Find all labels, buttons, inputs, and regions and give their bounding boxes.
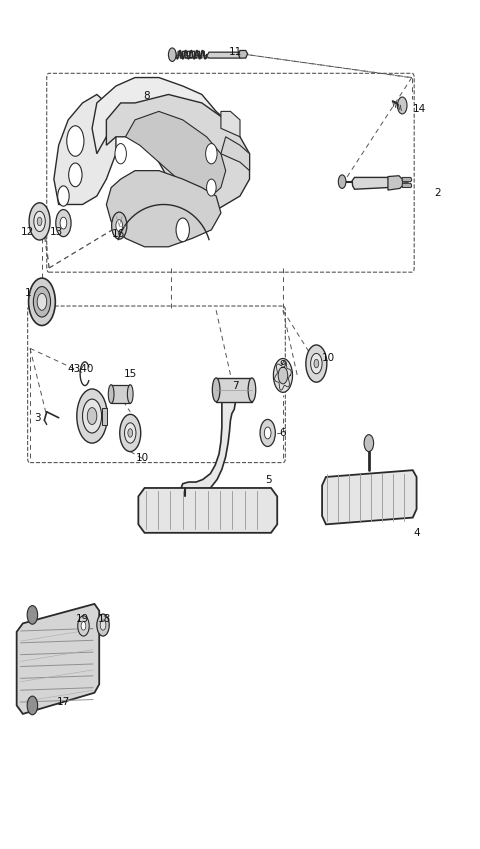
Circle shape [29,203,50,240]
Circle shape [397,97,407,114]
Text: 9: 9 [280,360,286,370]
Polygon shape [107,171,221,247]
Circle shape [60,217,67,229]
Polygon shape [216,378,252,402]
Circle shape [264,427,271,439]
Circle shape [27,605,37,624]
Text: 11: 11 [228,48,242,57]
Circle shape [116,220,122,232]
Text: 13: 13 [49,227,63,237]
Circle shape [87,408,97,424]
Text: 16: 16 [112,229,125,239]
Polygon shape [17,604,99,714]
Circle shape [34,211,45,232]
Circle shape [100,620,106,630]
Polygon shape [206,52,241,58]
Polygon shape [138,488,277,533]
Circle shape [306,345,327,382]
Circle shape [37,217,42,226]
Polygon shape [221,111,240,137]
Circle shape [37,294,47,310]
Circle shape [97,614,109,636]
Circle shape [27,696,37,715]
Polygon shape [352,177,390,189]
Circle shape [176,218,190,242]
Text: 17: 17 [57,697,70,707]
Circle shape [168,48,176,61]
Text: 5: 5 [265,475,272,485]
Text: 10: 10 [322,353,335,363]
Text: 12: 12 [21,227,34,237]
Circle shape [112,212,127,239]
Text: 19: 19 [76,614,89,624]
Circle shape [69,163,82,187]
Circle shape [77,389,108,443]
Circle shape [338,175,346,188]
Polygon shape [322,470,417,525]
Text: 1: 1 [24,289,31,298]
Ellipse shape [108,385,114,403]
Polygon shape [402,177,412,182]
Circle shape [260,419,276,447]
Polygon shape [111,385,130,403]
Circle shape [67,126,84,156]
Circle shape [206,179,216,196]
Polygon shape [221,137,250,171]
Circle shape [311,353,322,374]
Circle shape [364,435,373,452]
Circle shape [83,399,102,433]
Polygon shape [92,77,230,154]
Ellipse shape [248,378,256,402]
Polygon shape [239,50,248,58]
Circle shape [34,287,50,317]
Polygon shape [402,183,412,188]
Circle shape [78,616,89,636]
Text: 7: 7 [232,381,239,391]
Text: 4: 4 [413,528,420,537]
Text: 4340: 4340 [67,364,93,374]
Circle shape [278,367,288,384]
Text: 14: 14 [412,104,426,114]
Circle shape [29,278,55,325]
Text: 8: 8 [144,91,150,101]
Text: 2: 2 [435,188,441,199]
Polygon shape [54,94,116,205]
Circle shape [120,414,141,452]
Circle shape [56,210,71,237]
Circle shape [124,423,136,443]
Ellipse shape [127,385,133,403]
Circle shape [115,143,126,164]
Circle shape [128,429,132,437]
Circle shape [58,186,69,206]
Text: 10: 10 [136,453,149,464]
Circle shape [274,358,292,392]
Text: 6: 6 [280,428,286,438]
Polygon shape [388,176,403,190]
Circle shape [81,621,86,630]
Ellipse shape [212,378,220,402]
Text: 18: 18 [97,614,110,624]
Polygon shape [181,395,235,497]
Circle shape [205,143,217,164]
Polygon shape [125,111,226,196]
Polygon shape [107,94,250,213]
Text: 3: 3 [34,413,40,423]
Polygon shape [102,408,108,424]
Circle shape [314,359,319,368]
Text: 15: 15 [124,368,137,379]
